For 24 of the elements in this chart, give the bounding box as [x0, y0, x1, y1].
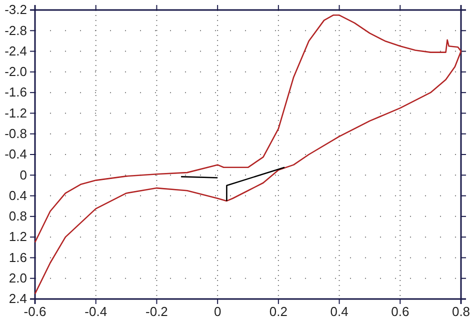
x-tick-label: -0.4: [84, 304, 108, 320]
y-tick-label: -2.0: [4, 64, 27, 80]
y-tick-label: -3.2: [4, 2, 27, 18]
y-tick-label: -1.2: [4, 105, 27, 120]
line-series: [34, 14, 462, 294]
y-tick-label: 0: [20, 167, 27, 182]
x-tick-label: 0.4: [330, 304, 348, 320]
x-tick-label: 0.2: [269, 304, 288, 320]
y-tick-label: 0.8: [8, 208, 27, 224]
y-tick-label: -0.8: [4, 126, 27, 142]
y-tick-label: -0.4: [4, 146, 27, 162]
x-tick-label: 0.6: [391, 304, 410, 320]
x-tick-label: 0: [214, 304, 222, 320]
y-tick-label: 1.2: [8, 229, 27, 244]
y-tick-label: -1.6: [4, 84, 27, 100]
x-tick-label: 0.8: [452, 304, 470, 320]
y-tick-label: 2.0: [8, 270, 27, 286]
y-tick-label: 1.6: [8, 250, 27, 265]
x-tick-label: -0.6: [24, 304, 46, 320]
y-tick-label: 0.4: [8, 188, 27, 203]
y-tick-label: 2.4: [8, 291, 27, 306]
x-tick-label: -0.2: [146, 304, 168, 320]
y-tick-label: -2.4: [4, 43, 27, 58]
y-tick-label: -2.8: [4, 22, 27, 38]
